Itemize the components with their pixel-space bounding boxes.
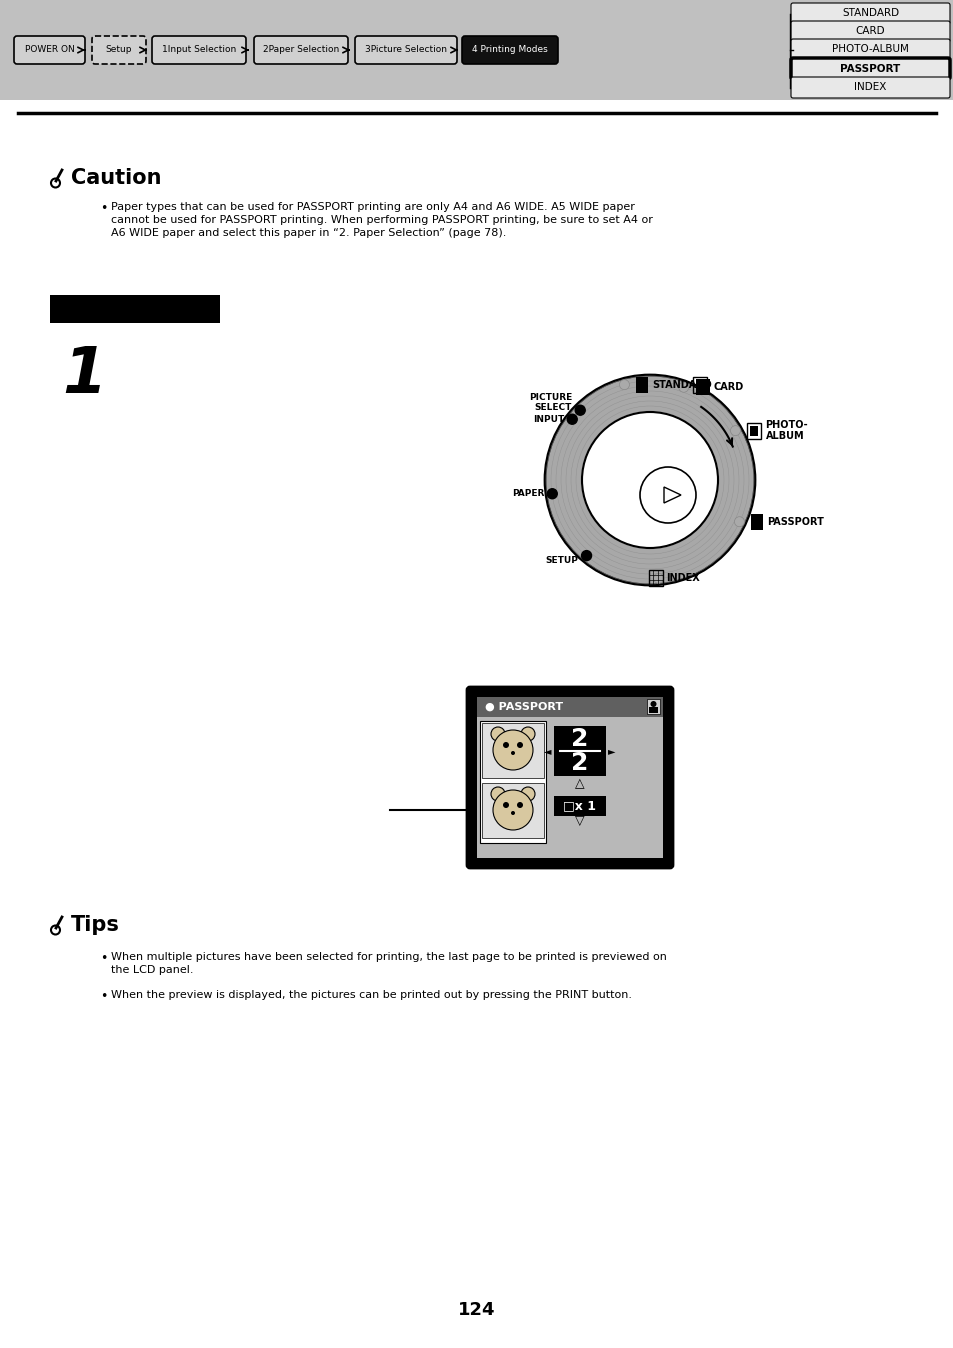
Text: ◄: ◄ bbox=[543, 745, 551, 756]
Circle shape bbox=[547, 489, 557, 499]
Bar bbox=[636, 376, 648, 392]
Circle shape bbox=[502, 741, 509, 748]
FancyBboxPatch shape bbox=[790, 3, 949, 24]
Text: Paper types that can be used for PASSPORT printing are only A4 and A6 WIDE. A5 W: Paper types that can be used for PASSPOR… bbox=[111, 202, 652, 239]
FancyBboxPatch shape bbox=[461, 36, 558, 63]
Text: 2: 2 bbox=[571, 751, 588, 775]
Circle shape bbox=[502, 802, 509, 807]
Bar bbox=[695, 379, 709, 395]
Text: Caution: Caution bbox=[71, 168, 161, 187]
Text: When multiple pictures have been selected for printing, the last page to be prin: When multiple pictures have been selecte… bbox=[111, 952, 666, 975]
Text: POWER ON: POWER ON bbox=[25, 46, 74, 54]
Text: INPUT: INPUT bbox=[533, 415, 563, 423]
Text: ▽: ▽ bbox=[575, 813, 584, 826]
Text: 2Paper Selection: 2Paper Selection bbox=[263, 46, 338, 54]
FancyBboxPatch shape bbox=[790, 22, 949, 42]
FancyBboxPatch shape bbox=[91, 36, 146, 63]
FancyBboxPatch shape bbox=[790, 39, 949, 61]
Bar bbox=[479, 721, 545, 842]
Text: PAPER: PAPER bbox=[512, 489, 544, 499]
Bar bbox=[50, 295, 220, 324]
Text: Tips: Tips bbox=[71, 915, 120, 936]
Circle shape bbox=[491, 787, 504, 801]
Text: 2: 2 bbox=[571, 727, 588, 751]
Text: Setup: Setup bbox=[106, 46, 132, 54]
Circle shape bbox=[650, 701, 656, 706]
Bar bbox=[648, 706, 658, 713]
Circle shape bbox=[511, 751, 515, 755]
FancyBboxPatch shape bbox=[14, 36, 85, 63]
Circle shape bbox=[653, 573, 663, 584]
FancyBboxPatch shape bbox=[355, 36, 456, 63]
Text: 1: 1 bbox=[62, 344, 107, 406]
Bar bbox=[751, 514, 762, 530]
Circle shape bbox=[575, 406, 584, 415]
Text: INDEX: INDEX bbox=[666, 573, 700, 584]
Circle shape bbox=[511, 811, 515, 816]
Ellipse shape bbox=[580, 411, 719, 549]
Circle shape bbox=[493, 790, 533, 830]
Text: PASSPORT: PASSPORT bbox=[840, 63, 900, 74]
Text: ►: ► bbox=[608, 745, 615, 756]
Text: 124: 124 bbox=[457, 1301, 496, 1318]
Bar bbox=[747, 423, 760, 438]
Text: CARD: CARD bbox=[713, 383, 743, 392]
Text: 1Input Selection: 1Input Selection bbox=[162, 46, 236, 54]
Bar bbox=[554, 727, 605, 776]
FancyBboxPatch shape bbox=[253, 36, 348, 63]
FancyBboxPatch shape bbox=[790, 58, 949, 80]
Bar bbox=[476, 697, 662, 717]
Circle shape bbox=[520, 787, 535, 801]
Bar bbox=[476, 697, 662, 857]
Circle shape bbox=[734, 516, 743, 527]
FancyBboxPatch shape bbox=[152, 36, 246, 63]
Circle shape bbox=[517, 741, 522, 748]
Text: •: • bbox=[100, 989, 108, 1003]
Bar bbox=[750, 426, 758, 435]
Text: STANDARD: STANDARD bbox=[841, 8, 898, 19]
Text: SETUP: SETUP bbox=[545, 557, 578, 565]
Circle shape bbox=[567, 414, 577, 425]
Text: PHOTO-ALBUM: PHOTO-ALBUM bbox=[831, 44, 908, 54]
Circle shape bbox=[618, 380, 629, 390]
Circle shape bbox=[491, 727, 504, 741]
Bar bbox=[646, 700, 659, 714]
Text: When the preview is displayed, the pictures can be printed out by pressing the P: When the preview is displayed, the pictu… bbox=[111, 989, 631, 1000]
Ellipse shape bbox=[581, 412, 718, 549]
Bar bbox=[648, 570, 662, 586]
Text: 4 Printing Modes: 4 Printing Modes bbox=[472, 46, 547, 54]
Circle shape bbox=[639, 466, 696, 523]
Circle shape bbox=[730, 426, 740, 435]
Bar bbox=[0, 0, 953, 100]
Text: PASSPORT: PASSPORT bbox=[766, 516, 823, 527]
Text: CARD: CARD bbox=[855, 27, 884, 36]
Circle shape bbox=[517, 802, 522, 807]
Text: ● PASSPORT: ● PASSPORT bbox=[484, 702, 562, 712]
Text: •: • bbox=[100, 952, 108, 965]
Text: INDEX: INDEX bbox=[854, 82, 885, 93]
Text: •: • bbox=[100, 202, 108, 214]
Text: PICTURE
SELECT: PICTURE SELECT bbox=[528, 392, 572, 412]
Bar bbox=[481, 783, 543, 838]
Circle shape bbox=[678, 383, 688, 392]
Bar bbox=[481, 723, 543, 778]
FancyBboxPatch shape bbox=[467, 687, 672, 868]
Bar bbox=[554, 797, 605, 816]
Text: STANDARD: STANDARD bbox=[652, 380, 712, 390]
Circle shape bbox=[520, 727, 535, 741]
Text: PHOTO-
ALBUM: PHOTO- ALBUM bbox=[764, 419, 807, 441]
Ellipse shape bbox=[544, 375, 754, 585]
Circle shape bbox=[581, 550, 591, 561]
Text: □x 1: □x 1 bbox=[563, 799, 596, 813]
Text: △: △ bbox=[575, 778, 584, 790]
FancyBboxPatch shape bbox=[790, 77, 949, 98]
Bar bbox=[692, 377, 706, 394]
Circle shape bbox=[493, 731, 533, 770]
Text: 3Picture Selection: 3Picture Selection bbox=[365, 46, 447, 54]
